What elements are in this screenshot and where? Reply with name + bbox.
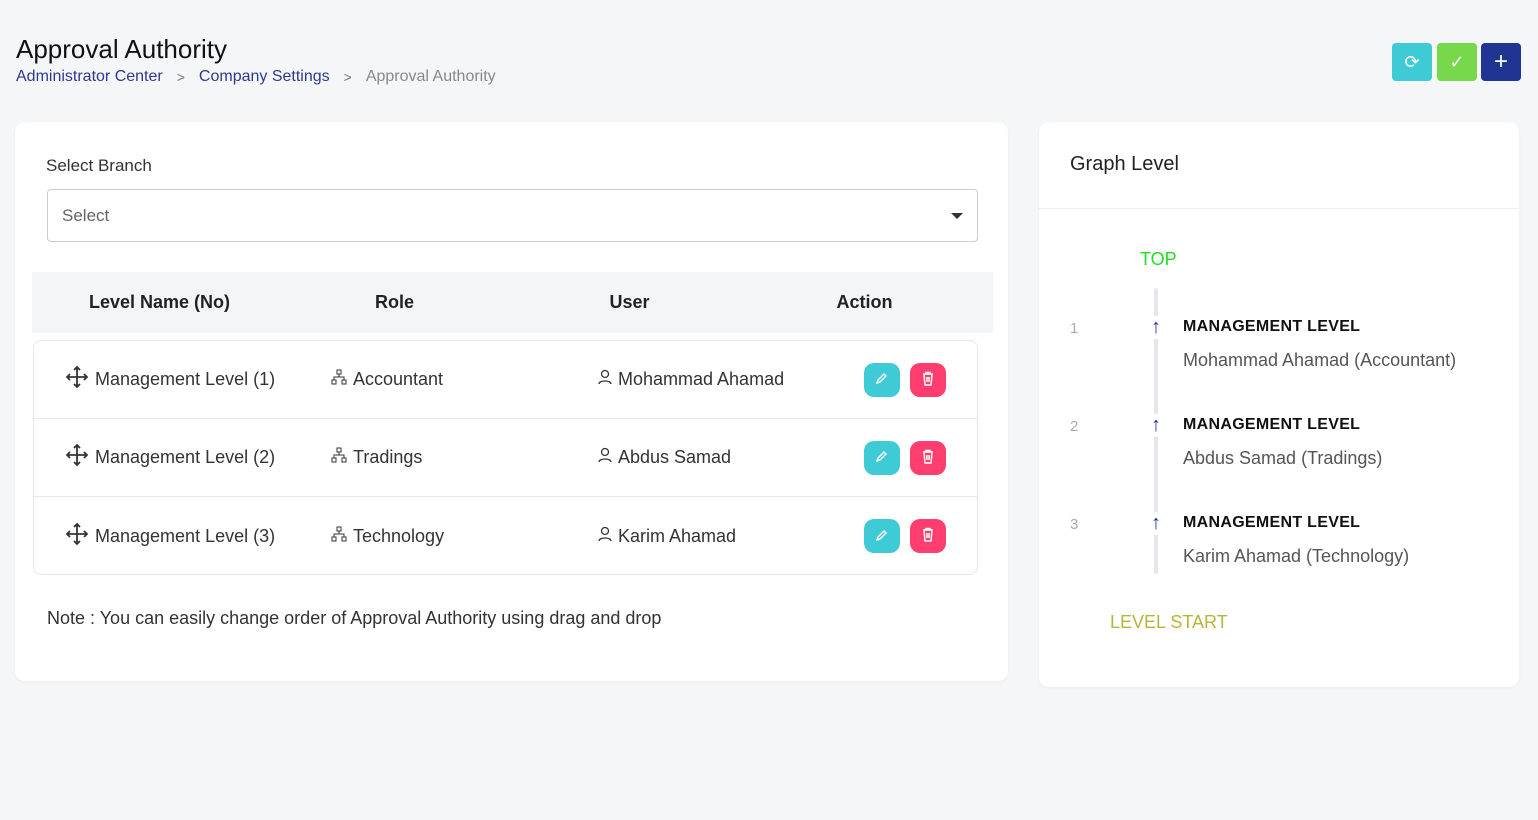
role-icon	[331, 447, 347, 468]
level-name: Management Level (2)	[95, 447, 276, 467]
role-name: Technology	[353, 525, 445, 546]
plus-icon: +	[1493, 48, 1508, 75]
pencil-icon	[875, 449, 889, 466]
table-header: Level Name (No) Role User Action	[32, 272, 993, 333]
chevron-right-icon: >	[176, 69, 185, 85]
pencil-icon	[875, 371, 889, 388]
table-row[interactable]: Management Level (2) Tradings Abdus Sama…	[34, 419, 977, 497]
column-action: Action	[836, 292, 893, 312]
edit-button[interactable]	[864, 440, 900, 475]
pencil-icon	[875, 528, 889, 545]
level-name: Management Level (1)	[95, 369, 276, 389]
drag-handle-icon[interactable]	[65, 365, 89, 394]
branch-select[interactable]: Select	[47, 189, 978, 242]
breadcrumb-company-settings[interactable]: Company Settings	[198, 68, 330, 85]
column-user: User	[609, 292, 650, 312]
delete-button[interactable]	[910, 362, 946, 397]
drag-handle-icon[interactable]	[65, 443, 89, 472]
role-icon	[331, 526, 347, 547]
table-row[interactable]: Management Level (1) Accountant Mohammad…	[34, 341, 977, 419]
user-name: Abdus Samad	[618, 447, 732, 467]
level-number: 1	[1070, 320, 1079, 337]
graph-top-label: TOP	[1140, 249, 1177, 269]
refresh-icon: ⟳	[1404, 51, 1420, 72]
levels-table-body: Management Level (1) Accountant Mohammad…	[33, 340, 978, 575]
role-name: Accountant	[353, 369, 444, 389]
branch-select-value: Select	[62, 205, 110, 225]
add-button[interactable]: +	[1481, 43, 1521, 81]
graph-title: Graph Level	[1039, 122, 1519, 209]
delete-button[interactable]	[910, 519, 946, 553]
page-title: Approval Authority	[16, 34, 228, 64]
user-name: Karim Ahamad	[618, 525, 737, 546]
edit-button[interactable]	[864, 362, 900, 397]
table-row[interactable]: Management Level (3) Technology Karim Ah…	[34, 497, 977, 575]
arrow-up-icon: ↑	[1146, 512, 1166, 535]
breadcrumb-administrator-center[interactable]: Administrator Center	[16, 68, 163, 85]
select-branch-label: Select Branch	[46, 156, 152, 175]
level-title: MANAGEMENT LEVEL	[1183, 514, 1361, 531]
graph-level-start-label: LEVEL START	[1110, 612, 1228, 632]
user-icon	[598, 526, 612, 547]
graph-level-card: Graph Level TOP 1 ↑ MANAGEMENT LEVEL Moh…	[1039, 122, 1519, 687]
drag-drop-note: Note : You can easily change order of Ap…	[47, 608, 662, 628]
column-role: Role	[374, 292, 414, 312]
level-name: Management Level (3)	[95, 525, 276, 546]
level-number: 3	[1070, 516, 1079, 533]
role-icon	[331, 369, 347, 390]
drag-handle-icon[interactable]	[65, 522, 89, 551]
trash-icon	[921, 371, 935, 389]
approval-card: Select Branch Select Level Name (No) Rol…	[15, 122, 1008, 681]
level-assignee: Abdus Samad (Tradings)	[1183, 448, 1383, 468]
level-title: MANAGEMENT LEVEL	[1183, 318, 1361, 335]
user-icon	[598, 369, 612, 390]
arrow-up-icon: ↑	[1146, 316, 1166, 339]
arrow-up-icon: ↑	[1146, 414, 1166, 437]
delete-button[interactable]	[910, 440, 946, 475]
trash-icon	[921, 527, 935, 545]
caret-down-icon	[951, 212, 963, 219]
level-title: MANAGEMENT LEVEL	[1183, 416, 1361, 433]
level-assignee: Mohammad Ahamad (Accountant)	[1183, 350, 1457, 370]
save-button[interactable]: ✓	[1437, 43, 1477, 81]
user-icon	[598, 447, 612, 468]
refresh-button[interactable]: ⟳	[1392, 43, 1432, 81]
level-assignee: Karim Ahamad (Technology)	[1183, 546, 1410, 566]
trash-icon	[921, 449, 935, 467]
breadcrumb: Administrator Center > Company Settings …	[16, 68, 496, 86]
user-name: Mohammad Ahamad	[618, 369, 785, 389]
role-name: Tradings	[353, 447, 423, 467]
breadcrumb-current: Approval Authority	[365, 68, 496, 85]
chevron-right-icon: >	[343, 69, 352, 85]
column-level-name: Level Name (No)	[88, 292, 231, 312]
check-icon: ✓	[1449, 51, 1465, 72]
level-number: 2	[1070, 418, 1079, 435]
edit-button[interactable]	[864, 519, 900, 553]
